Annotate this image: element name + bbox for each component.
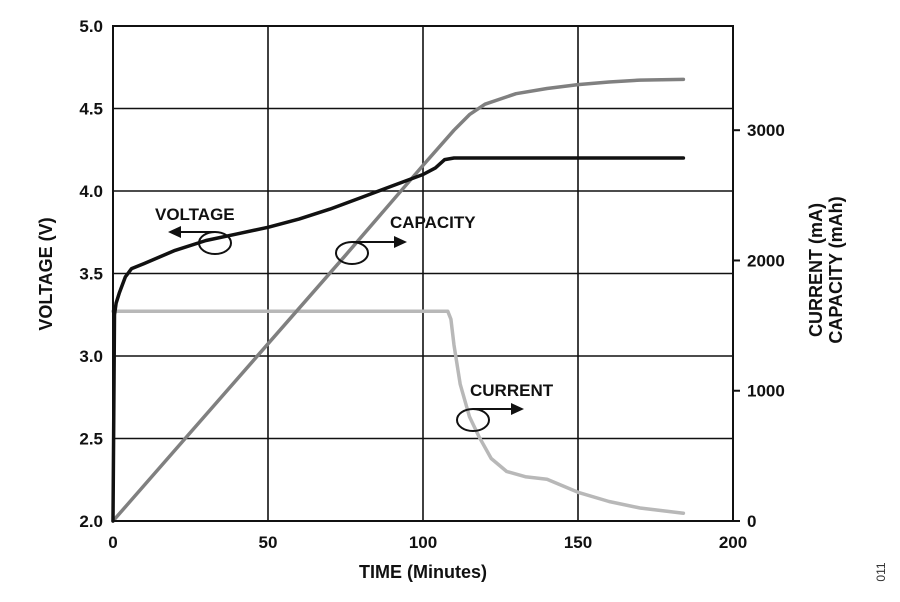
series-layer bbox=[111, 77, 686, 523]
figure-number: 011 bbox=[874, 562, 888, 581]
right-tick-label: 0 bbox=[747, 512, 756, 531]
series-voltage-line bbox=[111, 156, 686, 523]
right-tick-label: 3000 bbox=[747, 121, 785, 140]
x-axis-ticks: 0 50 100 150 200 bbox=[108, 533, 747, 552]
left-tick-label: 5.0 bbox=[79, 17, 103, 36]
current-arrowhead bbox=[511, 403, 524, 415]
left-tick-label: 2.0 bbox=[79, 512, 103, 531]
voltage-arrowhead bbox=[168, 226, 181, 238]
left-axis-ticks: 2.0 2.5 3.0 3.5 4.0 4.5 5.0 bbox=[79, 17, 103, 531]
x-tick-label: 100 bbox=[409, 533, 437, 552]
x-axis-title: TIME (Minutes) bbox=[359, 562, 487, 582]
x-tick-label: 0 bbox=[108, 533, 117, 552]
left-tick-label: 3.0 bbox=[79, 347, 103, 366]
right-tick-label: 1000 bbox=[747, 382, 785, 401]
left-tick-label: 4.0 bbox=[79, 182, 103, 201]
left-tick-label: 4.5 bbox=[79, 100, 103, 119]
right-tick-label: 2000 bbox=[747, 251, 785, 270]
right-axis-title-capacity: CAPACITY (mAh) bbox=[826, 196, 846, 343]
x-tick-label: 200 bbox=[719, 533, 747, 552]
series-capacity-line bbox=[111, 77, 686, 523]
x-tick-label: 50 bbox=[259, 533, 278, 552]
current-annotation-label: CURRENT bbox=[470, 381, 554, 400]
left-tick-label: 2.5 bbox=[79, 430, 103, 449]
capacity-annotation-label: CAPACITY bbox=[390, 213, 476, 232]
right-axis-ticks: 0 1000 2000 3000 bbox=[733, 121, 785, 531]
x-tick-label: 150 bbox=[564, 533, 592, 552]
capacity-arrowhead bbox=[394, 236, 407, 248]
plot-frame bbox=[112, 25, 734, 522]
series-current-line bbox=[111, 309, 686, 515]
grid bbox=[113, 26, 733, 521]
voltage-annotation-label: VOLTAGE bbox=[155, 205, 235, 224]
left-tick-label: 3.5 bbox=[79, 265, 103, 284]
left-axis-title: VOLTAGE (V) bbox=[36, 217, 56, 330]
right-axis-title-current: CURRENT (mA) bbox=[806, 203, 826, 337]
